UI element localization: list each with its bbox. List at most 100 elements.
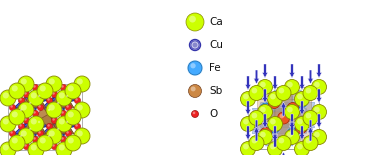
Text: Sb: Sb	[209, 86, 222, 96]
Polygon shape	[60, 97, 76, 104]
Circle shape	[297, 99, 302, 103]
Circle shape	[52, 118, 55, 121]
Circle shape	[3, 92, 9, 98]
Polygon shape	[49, 117, 74, 134]
Polygon shape	[49, 91, 67, 108]
Circle shape	[19, 134, 25, 140]
FancyArrow shape	[299, 101, 305, 115]
Circle shape	[294, 95, 308, 109]
Circle shape	[23, 143, 30, 150]
Circle shape	[25, 118, 27, 121]
Circle shape	[241, 142, 256, 155]
Polygon shape	[23, 115, 48, 126]
Circle shape	[28, 116, 44, 132]
Circle shape	[12, 111, 18, 117]
Circle shape	[305, 138, 311, 143]
Polygon shape	[52, 124, 65, 141]
Circle shape	[9, 135, 25, 151]
Circle shape	[297, 124, 302, 128]
Circle shape	[251, 88, 257, 93]
Polygon shape	[23, 89, 35, 112]
FancyArrow shape	[281, 102, 286, 116]
Circle shape	[268, 117, 282, 131]
Circle shape	[51, 143, 58, 150]
Circle shape	[65, 130, 72, 137]
Polygon shape	[63, 115, 67, 138]
Circle shape	[66, 131, 69, 134]
Circle shape	[279, 88, 284, 93]
Circle shape	[37, 130, 44, 137]
Circle shape	[65, 120, 71, 126]
Polygon shape	[21, 117, 46, 134]
Circle shape	[260, 128, 271, 139]
Circle shape	[295, 122, 307, 133]
Polygon shape	[23, 130, 39, 137]
Circle shape	[287, 82, 293, 87]
Text: Fe: Fe	[209, 63, 221, 73]
Polygon shape	[23, 104, 39, 111]
Circle shape	[12, 137, 18, 144]
Circle shape	[9, 104, 16, 111]
Polygon shape	[51, 115, 76, 126]
FancyArrow shape	[308, 70, 313, 84]
Circle shape	[311, 104, 326, 120]
Circle shape	[51, 117, 58, 124]
Polygon shape	[23, 89, 48, 100]
Polygon shape	[12, 98, 37, 115]
Circle shape	[294, 91, 310, 106]
Polygon shape	[14, 108, 39, 111]
Circle shape	[46, 128, 62, 144]
Polygon shape	[35, 115, 48, 126]
Circle shape	[23, 91, 30, 98]
Circle shape	[314, 82, 320, 87]
Circle shape	[56, 116, 72, 132]
Circle shape	[303, 135, 318, 151]
Circle shape	[74, 102, 90, 118]
Circle shape	[19, 108, 25, 114]
Circle shape	[23, 117, 30, 124]
Circle shape	[243, 144, 249, 149]
Circle shape	[285, 80, 299, 95]
Circle shape	[279, 114, 284, 118]
Circle shape	[289, 104, 293, 109]
FancyArrow shape	[262, 114, 268, 128]
Circle shape	[270, 98, 275, 103]
Circle shape	[74, 76, 90, 92]
Polygon shape	[31, 114, 55, 124]
Circle shape	[303, 86, 318, 100]
Circle shape	[260, 103, 271, 114]
FancyArrow shape	[272, 76, 278, 90]
Circle shape	[241, 117, 256, 131]
Circle shape	[40, 137, 46, 144]
FancyArrow shape	[254, 120, 259, 134]
Text: Ca: Ca	[209, 17, 223, 27]
Circle shape	[189, 16, 196, 22]
Circle shape	[294, 117, 310, 131]
Text: O: O	[209, 109, 217, 119]
Circle shape	[314, 132, 320, 137]
Circle shape	[269, 97, 280, 108]
Circle shape	[257, 104, 273, 120]
Circle shape	[37, 94, 43, 100]
Circle shape	[74, 97, 81, 104]
Circle shape	[32, 110, 39, 117]
Circle shape	[56, 90, 72, 106]
Polygon shape	[40, 124, 58, 141]
Circle shape	[259, 102, 273, 115]
FancyArrow shape	[262, 64, 268, 78]
Circle shape	[297, 123, 302, 128]
FancyArrow shape	[289, 64, 295, 78]
Circle shape	[37, 104, 44, 111]
Circle shape	[77, 78, 83, 84]
Circle shape	[262, 130, 266, 134]
Circle shape	[25, 92, 27, 95]
Circle shape	[38, 105, 41, 108]
Polygon shape	[31, 107, 49, 124]
Circle shape	[193, 42, 198, 47]
Circle shape	[49, 130, 55, 137]
Circle shape	[34, 85, 36, 88]
Circle shape	[31, 144, 37, 151]
Polygon shape	[49, 123, 74, 134]
Circle shape	[243, 119, 249, 124]
Polygon shape	[42, 96, 55, 119]
